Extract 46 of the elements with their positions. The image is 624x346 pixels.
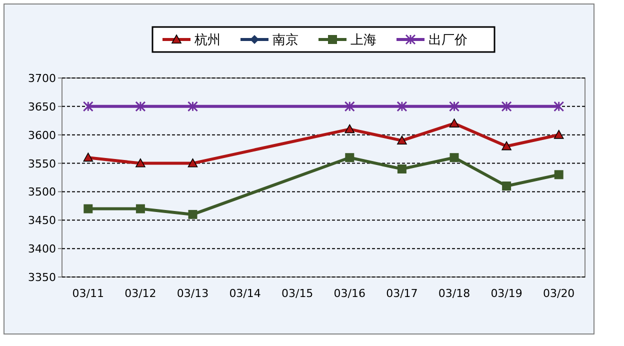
ytick: 3400	[28, 242, 56, 256]
point	[502, 141, 512, 150]
ytick: 3450	[28, 214, 56, 228]
x-tick-label: 03/20	[543, 287, 575, 300]
x-tick-label: 03/15	[282, 287, 314, 300]
point	[554, 170, 564, 180]
x-tick-label: 03/12	[124, 287, 156, 300]
point	[554, 130, 564, 139]
legend-label: 南京	[272, 33, 298, 48]
point	[449, 101, 460, 112]
point	[344, 124, 355, 134]
point	[449, 118, 460, 128]
point	[397, 164, 406, 174]
point	[344, 101, 355, 112]
legend-label: 出厂价	[428, 33, 468, 48]
point	[188, 210, 198, 219]
point	[82, 101, 94, 112]
x-tick-label: 03/19	[490, 287, 522, 300]
ytick: 3700	[28, 72, 56, 85]
x-tick-label: 03/13	[176, 287, 209, 300]
point	[554, 101, 564, 112]
x-tick-label: 03/18	[438, 287, 470, 300]
ytick: 3350	[28, 271, 56, 284]
ytick: 3600	[28, 128, 56, 142]
x-tick-label: 03/16	[334, 287, 366, 300]
x-tick-label: 03/17	[386, 287, 418, 300]
point	[84, 204, 93, 214]
point	[450, 153, 459, 162]
point	[83, 152, 94, 162]
point	[188, 101, 198, 112]
point	[135, 101, 146, 112]
point	[345, 153, 354, 162]
legend-label: 上海	[350, 33, 376, 48]
point	[396, 101, 408, 112]
point	[397, 136, 407, 145]
x-tick-label: 03/11	[72, 287, 104, 300]
ytick: 3650	[28, 100, 56, 114]
point	[502, 182, 512, 191]
point	[188, 158, 198, 168]
x-tick-label: 03/14	[229, 287, 261, 300]
point	[136, 158, 146, 168]
legend-label: 杭州	[194, 33, 220, 48]
point	[136, 204, 145, 214]
ytick: 3550	[28, 157, 56, 170]
point	[501, 101, 512, 112]
ytick: 3500	[28, 186, 56, 199]
